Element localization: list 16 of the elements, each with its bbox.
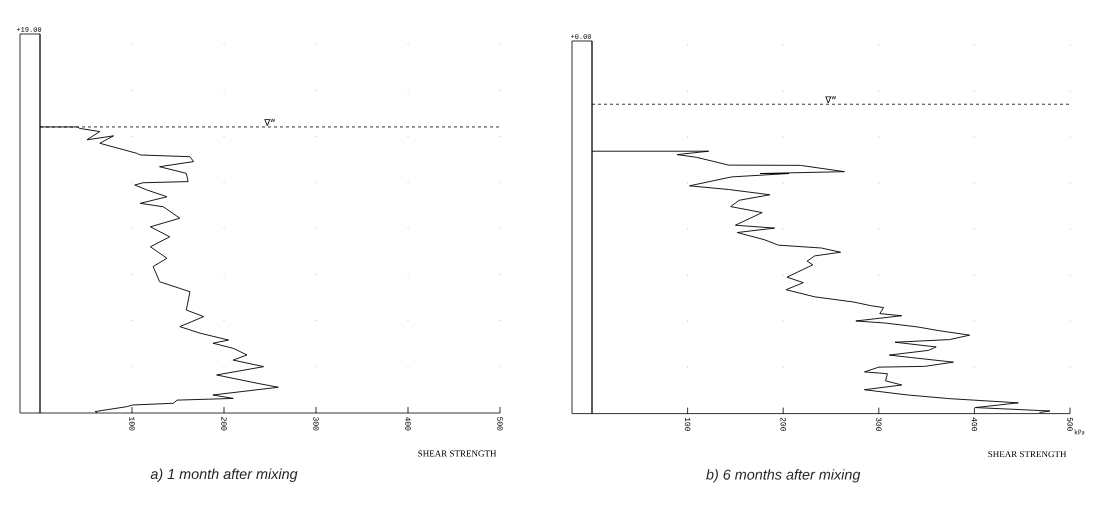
- text: b) 6 months after mixing: [706, 469, 861, 483]
- x-tick-label: 200: [221, 417, 227, 431]
- x-tick-label: 500: [497, 417, 503, 431]
- x-axis-title: SHEAR STRENGTH: [418, 450, 497, 457]
- x-tick-label: 400: [971, 417, 978, 432]
- x-tick-label: 400: [405, 416, 411, 431]
- text: a) 1 month after mixing: [150, 468, 298, 482]
- ref-line-label: ∇$^{w}$: [825, 95, 836, 104]
- x-tick-label: 100: [684, 417, 691, 432]
- x-tick-label: 300: [313, 417, 319, 431]
- ref-line-label: ∇$^{w}$: [264, 118, 275, 126]
- x-tick-label: 500: [1067, 417, 1073, 432]
- x-axis-title: SHEAR STRENGTH: [988, 451, 1067, 458]
- x-tick-label: 100: [129, 417, 135, 431]
- x-tick-label: 200: [780, 417, 786, 432]
- x-tick-label: 300: [876, 417, 882, 432]
